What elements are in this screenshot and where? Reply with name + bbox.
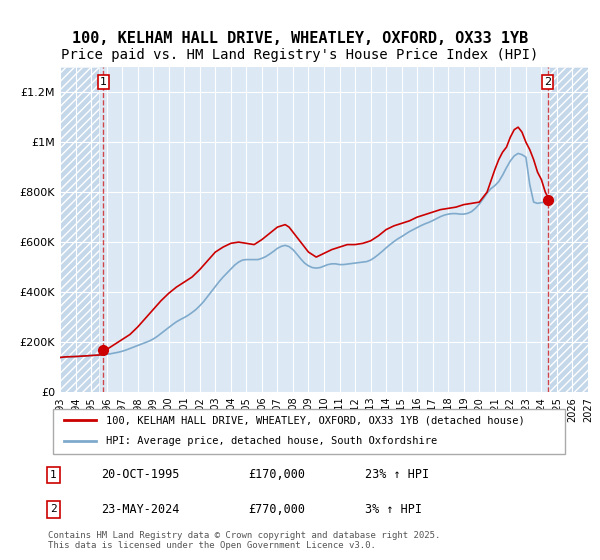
Text: £770,000: £770,000 [248,503,305,516]
Text: 23-MAY-2024: 23-MAY-2024 [101,503,179,516]
Text: 20-OCT-1995: 20-OCT-1995 [101,468,179,482]
FancyBboxPatch shape [53,409,565,454]
Bar [60,67,99,392]
Bar [60,67,99,392]
Text: 2: 2 [544,77,551,87]
Text: 1: 1 [50,470,56,480]
Bar [549,67,588,392]
Text: Price paid vs. HM Land Registry's House Price Index (HPI): Price paid vs. HM Land Registry's House … [61,48,539,62]
Text: HPI: Average price, detached house, South Oxfordshire: HPI: Average price, detached house, Sout… [106,436,437,446]
Text: Contains HM Land Registry data © Crown copyright and database right 2025.
This d: Contains HM Land Registry data © Crown c… [48,530,440,550]
Text: 100, KELHAM HALL DRIVE, WHEATLEY, OXFORD, OX33 1YB (detached house): 100, KELHAM HALL DRIVE, WHEATLEY, OXFORD… [106,415,525,425]
Text: 23% ↑ HPI: 23% ↑ HPI [365,468,429,482]
Bar [549,67,588,392]
Text: 3% ↑ HPI: 3% ↑ HPI [365,503,422,516]
Text: 100, KELHAM HALL DRIVE, WHEATLEY, OXFORD, OX33 1YB: 100, KELHAM HALL DRIVE, WHEATLEY, OXFORD… [72,31,528,46]
Text: 1: 1 [100,77,107,87]
Text: 2: 2 [50,505,56,515]
Text: £170,000: £170,000 [248,468,305,482]
